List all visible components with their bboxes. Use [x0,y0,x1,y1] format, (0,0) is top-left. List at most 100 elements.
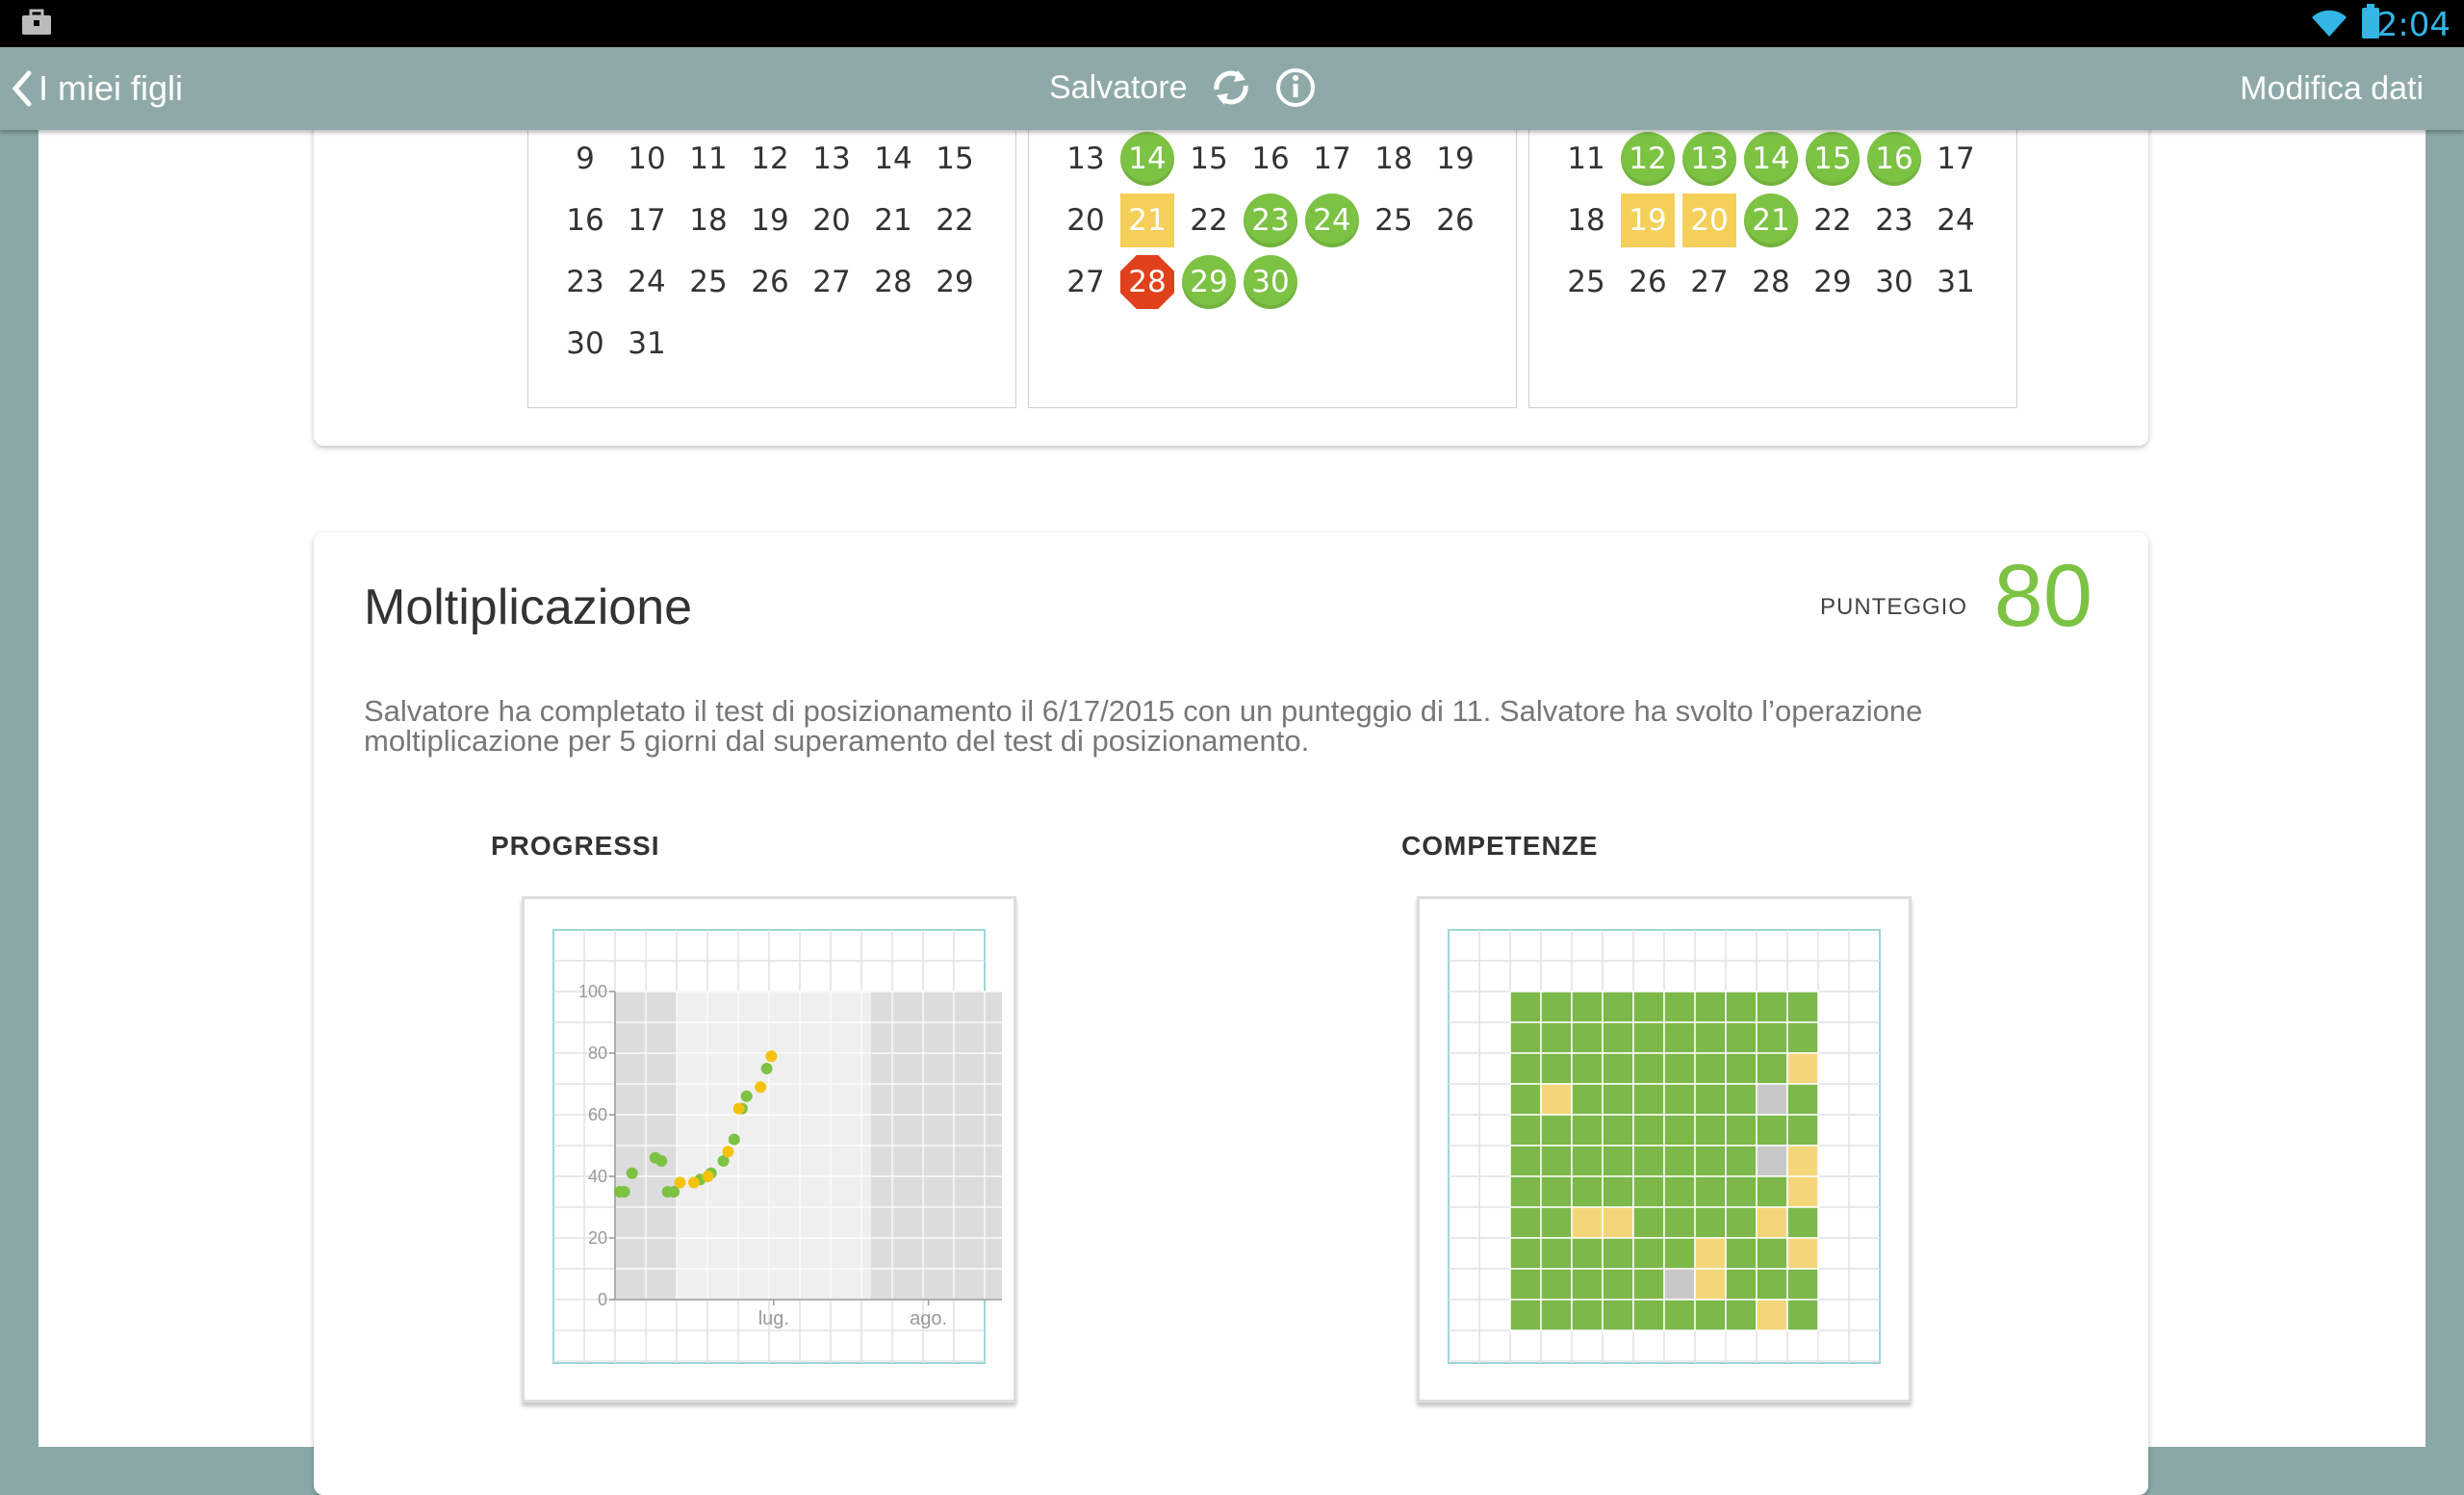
skill-cell [1725,1175,1758,1208]
calendar-day: 20 [812,203,851,238]
calendar-day: 24 [1937,203,1975,238]
skill-cell [1663,1083,1696,1116]
skill-cell [1571,1206,1604,1239]
back-chevron-icon [12,70,32,107]
calendar-week: 13 14 15 16 17 18 19 [1029,132,1516,193]
calendar-day: 13 [812,142,851,176]
skill-cell [1602,1237,1634,1270]
y-tick-label: 0 [598,1290,607,1309]
skill-cell [1571,1052,1604,1085]
calendar-day[interactable]: 28 [1120,255,1174,309]
calendar-week: 16 17 18 19 20 21 22 [528,193,1015,255]
skill-cell [1540,1299,1573,1331]
calendar-day: 26 [751,265,789,299]
back-label: I miei figli [38,68,184,108]
x-tick-label: ago. [910,1308,947,1329]
calendar-day: 11 [1567,142,1605,176]
data-point [668,1186,680,1198]
calendar-week: 11 12 13 14 15 16 17 [1529,132,2016,193]
report-page: 9 10 11 12 13 14 15 16 17 18 19 20 21 22 23 24 25 26 27 28 2… [38,111,2426,1495]
skill-cell [1694,1021,1727,1054]
edit-data-button[interactable]: Modifica dati [2240,70,2424,107]
skill-cell [1632,1145,1665,1177]
calendar-day[interactable]: 20 [1682,193,1736,247]
briefcase-icon [22,9,51,35]
data-point [702,1171,714,1182]
skill-cell [1756,1083,1788,1116]
skill-cell [1571,1175,1604,1208]
skill-cell [1540,1083,1573,1116]
skill-cell [1509,1206,1542,1239]
refresh-icon[interactable] [1209,66,1253,109]
skill-cell [1602,1052,1634,1085]
calendar-day: 19 [1436,142,1475,176]
calendar-day: 18 [1567,203,1605,238]
calendar-day: 31 [628,326,666,361]
skill-cell [1756,1052,1788,1085]
calendar-day: 18 [1374,142,1413,176]
skill-cell [1756,1114,1788,1147]
skill-cell [1571,1268,1604,1301]
calendar-month-2: 13 14 15 16 17 18 19 20 21 22 23 24 25 26 27 28 29 30 [1028,111,1517,408]
calendar-day: 18 [689,203,728,238]
skill-cell [1663,1114,1696,1147]
calendar-day[interactable]: 15 [1806,132,1860,186]
skill-cell [1632,1021,1665,1054]
skill-cell [1694,1268,1727,1301]
calendar-day: 22 [1813,203,1852,238]
skill-cell [1663,1052,1696,1085]
skill-cell [1663,1021,1696,1054]
calendar-day: 24 [628,265,666,299]
calendar-day: 29 [936,265,974,299]
calendar-day[interactable]: 19 [1621,193,1675,247]
data-point [674,1176,686,1189]
calendar-day: 15 [936,142,974,176]
skill-cell [1694,1175,1727,1208]
calendar-day[interactable]: 21 [1120,193,1174,247]
skill-cell [1509,1083,1542,1116]
skill-cell [1663,1299,1696,1331]
skill-cell [1786,991,1819,1023]
calendar-day[interactable]: 30 [1244,255,1297,309]
skill-cell [1632,1175,1665,1208]
skill-cell [1694,1206,1727,1239]
calendar-day: 28 [874,265,912,299]
skill-cell [1786,1145,1819,1177]
skill-cell [1509,1052,1542,1085]
skill-cell [1725,1299,1758,1331]
calendar-day[interactable]: 21 [1744,193,1798,247]
calendar-day[interactable]: 13 [1682,132,1736,186]
calendar-week: 18 19 20 21 22 23 24 [1529,193,2016,255]
calendar-day: 15 [1190,142,1228,176]
calendar-day: 12 [751,142,789,176]
calendar-day: 14 [874,142,912,176]
calendar-day[interactable]: 23 [1244,193,1297,247]
calendar-day[interactable]: 14 [1120,132,1174,186]
calendar-day: 25 [689,265,728,299]
skill-cell [1694,1237,1727,1270]
skill-cell [1571,1299,1604,1331]
back-button[interactable]: I miei figli [12,68,183,109]
calendar-day[interactable]: 24 [1305,193,1359,247]
child-header: Salvatore [1049,66,1317,109]
calendar-day[interactable]: 29 [1182,255,1236,309]
status-bar: 2:04 [0,0,2464,47]
info-icon[interactable] [1274,66,1317,109]
skill-cell [1786,1206,1819,1239]
operation-title: Moltiplicazione [364,580,693,635]
calendar-day[interactable]: 12 [1621,132,1675,186]
data-point [626,1167,638,1179]
calendar-day: 17 [628,203,666,238]
data-point [765,1050,778,1063]
battery-icon [2362,4,2379,39]
skill-cell [1663,1145,1696,1177]
child-name: Salvatore [1049,68,1188,106]
calendar-day: 22 [1190,203,1228,238]
calendar-day: 21 [874,203,912,238]
wifi-icon [2312,10,2347,37]
progress-label: PROGRESSI [491,831,660,861]
calendar-day[interactable]: 14 [1744,132,1798,186]
skill-cell [1540,1268,1573,1301]
calendar-day[interactable]: 16 [1867,132,1921,186]
skill-cell [1571,1083,1604,1116]
